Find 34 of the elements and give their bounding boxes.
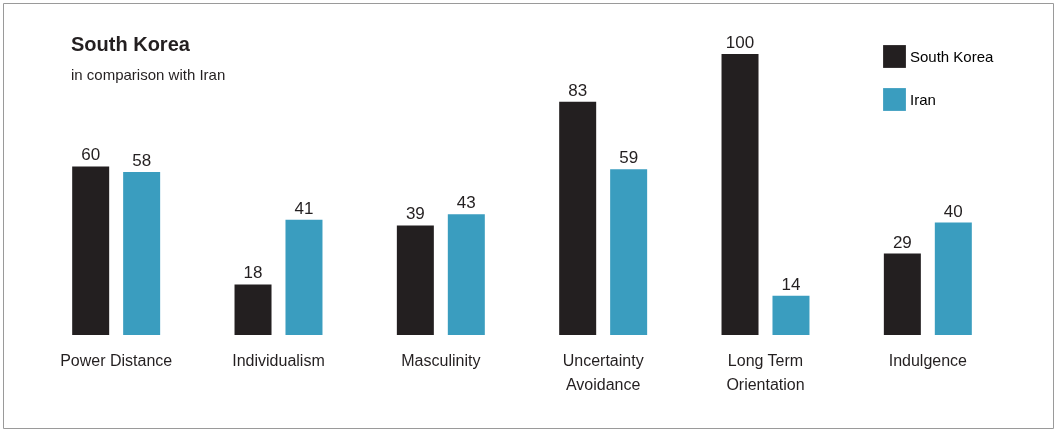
bar xyxy=(559,101,597,335)
x-tick-label: Individualism xyxy=(232,352,325,369)
legend-label: South Korea xyxy=(910,47,995,65)
bar xyxy=(234,284,272,335)
data-label: 41 xyxy=(294,198,314,218)
bar xyxy=(447,214,485,335)
bar xyxy=(934,222,972,335)
data-label: 43 xyxy=(456,193,476,213)
data-label: 14 xyxy=(781,274,801,294)
x-tick-label: Long Term Orientation xyxy=(726,352,805,393)
legend-label: Iran xyxy=(910,90,936,108)
data-label: 59 xyxy=(619,148,639,168)
bar xyxy=(72,166,110,335)
bar xyxy=(883,253,921,335)
x-tick-label: Uncertainty Avoidance xyxy=(562,352,644,393)
data-label: 39 xyxy=(405,204,425,224)
bar xyxy=(772,295,810,335)
data-label: 60 xyxy=(81,145,101,165)
data-label: 58 xyxy=(132,151,152,171)
bar xyxy=(396,225,434,335)
x-tick-label: Masculinity xyxy=(401,352,481,369)
x-tick-label: Power Distance xyxy=(60,352,173,369)
x-tick-label: Indulgence xyxy=(888,352,968,369)
data-label: 29 xyxy=(892,232,912,252)
bar xyxy=(123,172,161,335)
bar xyxy=(610,169,648,335)
data-label: 83 xyxy=(568,80,588,100)
bar xyxy=(285,219,323,335)
bar xyxy=(721,54,759,335)
chart-title: South Korea xyxy=(71,33,191,55)
text: in comparison with Iran xyxy=(71,66,226,83)
data-label: 18 xyxy=(243,263,263,283)
data-label: 100 xyxy=(725,33,755,52)
data-label: 40 xyxy=(943,201,963,221)
